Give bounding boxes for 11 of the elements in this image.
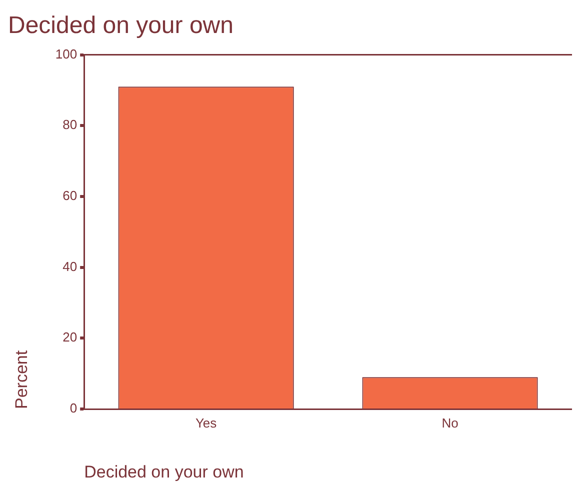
y-tick-label: 20 [62,330,78,345]
y-tick-label: 60 [62,188,78,204]
y-tick-label: 0 [70,400,78,416]
y-tick-label: 100 [55,46,78,62]
chart-title: Decided on your own [8,12,234,40]
y-tick-label: 80 [62,117,78,132]
x-axis-title: Decided on your own [84,462,244,482]
y-tick-label: 40 [62,258,78,274]
y-axis-title: Percent [12,350,31,409]
x-tick-label: Yes [195,415,218,430]
x-tick-label: No [442,415,458,430]
